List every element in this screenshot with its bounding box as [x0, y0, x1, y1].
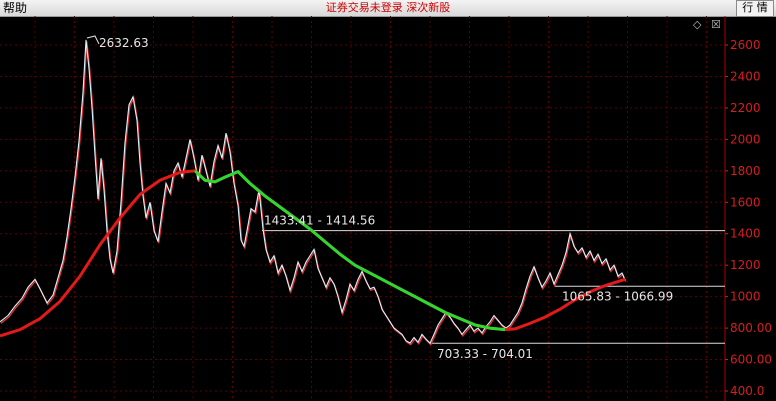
y-tick-label: 2000	[730, 132, 761, 146]
y-tick-label: 600.00	[730, 353, 772, 367]
lower-level-label: 703.33 - 704.01	[437, 347, 533, 361]
help-menu[interactable]: 帮助	[3, 1, 28, 15]
peak-marker	[86, 35, 100, 45]
diamond-icon[interactable]: ◇	[693, 18, 702, 31]
right-level-label: 1065.83 - 1066.99	[562, 289, 673, 303]
price-line	[0, 39, 626, 345]
y-tick-label: 1200	[730, 258, 761, 272]
y-tick-label: 1600	[730, 195, 761, 209]
price-line-shadow	[0, 41, 627, 346]
moving-average-down-segment	[236, 170, 506, 332]
quote-button[interactable]: 行 情	[736, 0, 774, 17]
close-box-icon[interactable]: ☒	[710, 18, 721, 31]
y-tick-label: 1000	[730, 290, 761, 304]
peak-label: 2632.63	[99, 36, 149, 50]
y-tick-label: 2600	[730, 38, 761, 52]
y-tick-label: 800.00	[730, 321, 772, 335]
upper-level-label: 1433.41 - 1414.56	[264, 214, 375, 228]
y-tick-label: 1400	[730, 227, 761, 241]
y-tick-label: 2200	[730, 101, 761, 115]
y-tick-label: 2400	[730, 69, 761, 83]
price-chart: 2600 2400 2200 2000 1800 1600 1400 1200 1000 800.…	[0, 16, 772, 401]
panel-tools: ◇ ☒	[693, 18, 727, 31]
top-toolbar: 帮助 证券交易未登录 深次新股 行 情	[0, 0, 776, 17]
trading-status-text: 证券交易未登录 深次新股	[325, 1, 451, 14]
y-tick-label: 1800	[730, 164, 761, 178]
y-tick-label: 400.0	[730, 384, 764, 398]
